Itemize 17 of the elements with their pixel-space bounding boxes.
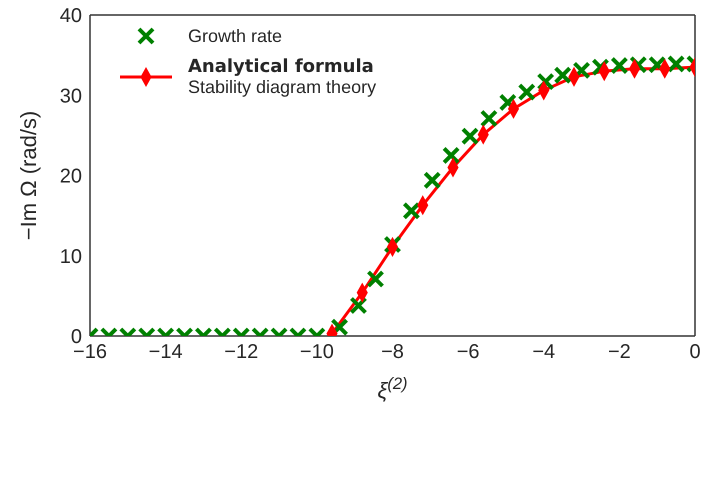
- x-tick-label: −6: [456, 341, 480, 364]
- y-tick-label: 0: [70, 326, 82, 348]
- x-tick-label: −2: [608, 341, 631, 364]
- x-tick-label: 0: [689, 341, 701, 364]
- legend-label: Analytical formula Stability diagram theory: [188, 56, 376, 98]
- y-tick-label: 20: [60, 166, 82, 188]
- x-tick-label: −12: [224, 341, 258, 364]
- y-tick-label: 40: [60, 5, 82, 28]
- x-tick-label: −4: [532, 341, 556, 364]
- y-tick-label: 10: [60, 246, 82, 268]
- y-axis-title: −Im Ω (rad/s): [16, 110, 41, 240]
- x-tick-label: −14: [148, 341, 183, 364]
- y-tick-label: 30: [60, 85, 82, 108]
- x-tick-label: −10: [300, 341, 334, 364]
- legend-label: Growth rate: [188, 26, 282, 46]
- x-tick-label: −8: [381, 341, 404, 364]
- x-axis-title: ξ$^{(2)}$: [377, 375, 408, 403]
